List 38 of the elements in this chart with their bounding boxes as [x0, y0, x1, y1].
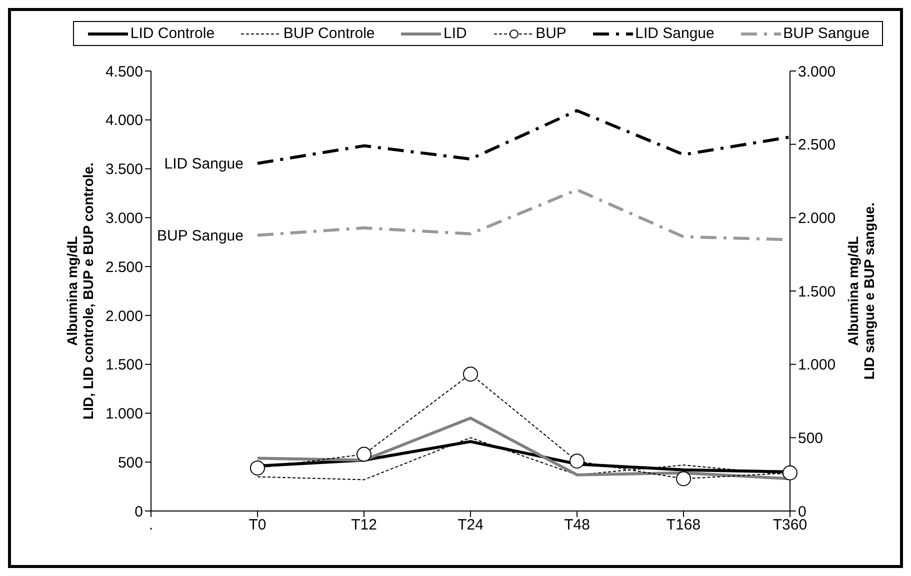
point [782, 465, 798, 480]
y-tick-label: 2.000 [105, 308, 143, 325]
x-tick-label: T24 [458, 516, 484, 534]
point [676, 471, 691, 486]
legend-label: BUP [534, 25, 566, 42]
legend-label: LID Sangue [634, 25, 714, 42]
legend-label: BUP Sangue [782, 25, 870, 42]
y-tick-label: 1.500 [105, 356, 143, 374]
y2-tick-label: 2.500 [798, 136, 836, 154]
annotation: LID Sangue [164, 155, 244, 172]
point [356, 446, 372, 462]
point [463, 366, 478, 382]
point [250, 460, 265, 476]
x-tick-label: T0 [248, 516, 266, 534]
y2-tick-label: 500 [798, 430, 824, 447]
x-tick-label: T48 [564, 516, 590, 534]
legend-label: LID [442, 25, 467, 42]
y2-tick-label: 3.000 [798, 63, 836, 80]
y2-axis-title: Albumina mg/dL LID sangue e BUP sangue. [845, 202, 877, 380]
y-tick-label: 1.000 [105, 406, 143, 423]
y-tick-label: 3.000 [105, 210, 143, 227]
y-tick-label: 4.000 [105, 112, 143, 130]
y2-tick-label: 1.500 [798, 283, 836, 300]
y-tick-label: 500 [118, 454, 143, 472]
legend-label: LID Controle [129, 25, 215, 42]
legend-label: BUP Controle [282, 25, 375, 42]
x-tick-label: T12 [351, 516, 377, 534]
y-tick-label: 0 [134, 503, 143, 520]
y-tick-label: 3.500 [105, 161, 143, 178]
annotation: BUP Sangue [157, 227, 244, 244]
y-axis-title: Albumina mg/dL LID, LID controle, BUP e BUP controle. [64, 162, 96, 420]
x-tick-label: T168 [666, 516, 701, 534]
y-tick-label: 4.500 [105, 63, 143, 80]
y2-tick-label: 2.000 [798, 210, 836, 227]
y2-tick-label: 1.000 [798, 356, 836, 374]
point [570, 454, 584, 469]
x-tick-label: . [148, 516, 154, 534]
y-tick-label: 2.500 [105, 258, 143, 276]
